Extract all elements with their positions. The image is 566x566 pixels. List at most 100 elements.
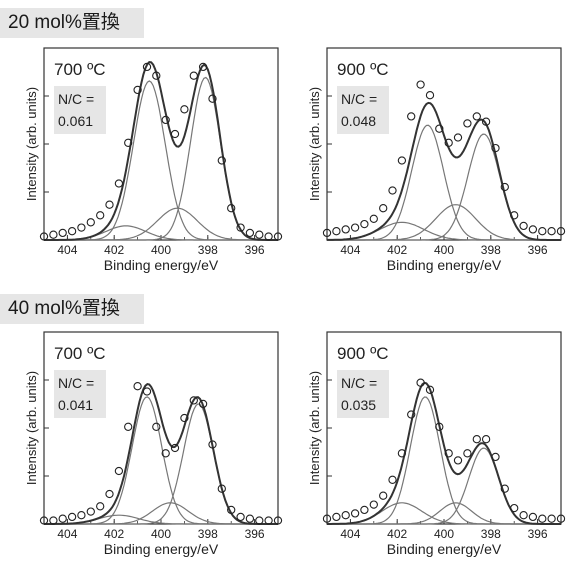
data-point xyxy=(416,378,425,387)
data-point xyxy=(547,227,556,236)
data-point xyxy=(481,435,491,444)
y-axis-label: Intensity (arb. units) xyxy=(24,371,39,485)
data-point xyxy=(170,129,180,139)
data-point xyxy=(528,225,538,234)
data-point xyxy=(227,505,236,515)
data-point xyxy=(425,385,435,394)
data-point xyxy=(547,514,556,523)
temperature-label: 700 ºC xyxy=(54,344,106,363)
data-point xyxy=(264,232,273,241)
temperature-label: 700 ºC xyxy=(54,60,106,79)
data-point xyxy=(510,211,519,220)
data-point xyxy=(208,440,217,449)
x-tick-label: 396 xyxy=(245,243,265,257)
fit-envelope xyxy=(44,383,278,525)
x-tick-label: 396 xyxy=(245,527,265,541)
fit-envelope xyxy=(327,101,561,241)
data-point xyxy=(538,514,547,523)
data-point xyxy=(142,62,152,72)
data-point xyxy=(198,399,208,409)
data-point xyxy=(227,204,236,213)
x-axis-label: Binding energy/eV xyxy=(104,541,219,557)
data-point xyxy=(161,115,170,125)
data-point xyxy=(49,230,58,239)
data-point xyxy=(322,228,332,238)
xps-panel-20mol-700c: 404 402 400 398 396 Binding energy/eV Intensit… xyxy=(24,47,283,273)
data-point xyxy=(360,505,369,515)
data-point xyxy=(388,186,397,195)
data-point xyxy=(425,91,435,100)
data-point xyxy=(397,449,407,458)
data-point xyxy=(245,514,255,523)
data-point xyxy=(133,85,142,95)
data-point xyxy=(463,449,472,458)
data-point xyxy=(58,228,67,238)
data-point xyxy=(397,156,407,165)
temperature-label: 900 ºC xyxy=(337,60,389,79)
data-point xyxy=(360,219,369,229)
x-tick-label: 404 xyxy=(340,243,360,257)
x-tick-label: 404 xyxy=(57,527,77,541)
data-point xyxy=(407,112,416,121)
data-point xyxy=(39,516,49,525)
x-tick-label: 404 xyxy=(340,527,360,541)
data-point xyxy=(556,227,566,236)
data-point xyxy=(198,62,208,72)
x-tick-label: 396 xyxy=(528,527,548,541)
xps-panel-40mol-700c: 404 402 400 398 396 Binding energy/eV Intensit… xyxy=(24,331,283,557)
data-point xyxy=(350,509,360,518)
data-point xyxy=(481,117,491,126)
x-tick-label: 400 xyxy=(151,243,171,257)
data-point xyxy=(556,514,566,523)
data-point xyxy=(255,516,264,525)
data-point xyxy=(96,211,105,220)
data-point xyxy=(170,443,180,453)
nc-box xyxy=(54,86,106,134)
data-point xyxy=(273,232,283,241)
nc-box xyxy=(337,370,389,418)
nc-value: 0.035 xyxy=(341,397,376,413)
nc-label: N/C = xyxy=(58,91,94,107)
x-tick-label: 402 xyxy=(104,527,124,541)
data-point xyxy=(341,511,350,520)
data-point xyxy=(180,413,189,423)
data-point xyxy=(463,119,472,128)
data-point xyxy=(152,71,161,80)
data-point xyxy=(114,179,124,188)
x-axis-label: Binding energy/eV xyxy=(387,257,502,273)
data-point xyxy=(189,396,198,405)
data-point xyxy=(341,225,350,234)
data-point xyxy=(453,456,463,465)
data-point xyxy=(86,507,95,516)
data-point xyxy=(49,516,58,525)
data-point xyxy=(77,223,86,232)
data-point xyxy=(472,435,481,444)
x-axis-label: Binding energy/eV xyxy=(387,541,502,557)
data-point xyxy=(152,422,161,431)
data-point xyxy=(369,214,378,223)
data-point xyxy=(332,227,341,236)
x-tick-label: 396 xyxy=(528,243,548,257)
data-point xyxy=(369,500,378,509)
data-point xyxy=(519,221,528,231)
nc-label: N/C = xyxy=(341,375,377,391)
fit-envelope xyxy=(327,381,561,525)
y-axis-label: Intensity (arb. units) xyxy=(307,371,322,485)
data-point xyxy=(379,204,388,213)
nc-value: 0.048 xyxy=(341,113,376,129)
y-axis-label: Intensity (arb. units) xyxy=(307,87,322,201)
data-point xyxy=(142,387,152,396)
data-point xyxy=(444,138,453,147)
data-point xyxy=(133,382,142,391)
data-point xyxy=(124,422,133,431)
data-point xyxy=(322,514,332,523)
data-point xyxy=(332,512,341,522)
x-tick-label: 402 xyxy=(387,243,407,257)
data-point xyxy=(86,218,95,227)
data-point xyxy=(519,511,528,520)
nc-box xyxy=(337,86,389,134)
x-tick-label: 398 xyxy=(481,243,501,257)
x-tick-label: 398 xyxy=(198,527,218,541)
data-point xyxy=(379,491,388,500)
section-label-40mol: 40 mol%置換 xyxy=(0,294,144,324)
